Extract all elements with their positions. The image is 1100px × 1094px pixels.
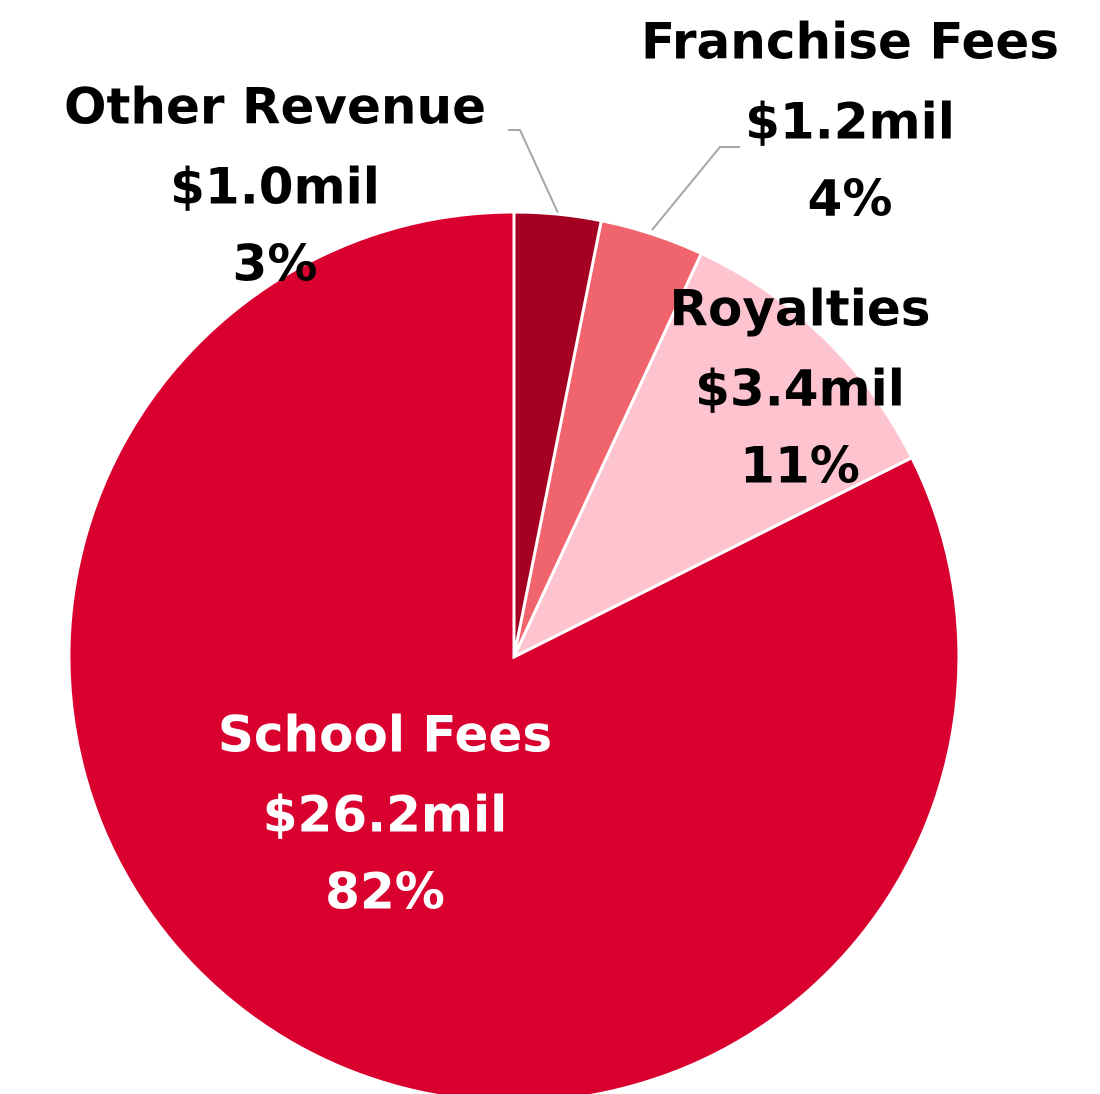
slice-label: Other Revenue — [64, 78, 486, 136]
percent-label: 82% — [325, 863, 445, 921]
value-label: $1.2mil — [745, 93, 955, 151]
slice-label: Royalties — [669, 280, 930, 338]
slice-label: Franchise Fees — [641, 13, 1059, 71]
slice-label: School Fees — [218, 706, 552, 764]
percent-label: 11% — [740, 437, 860, 495]
value-label: $3.4mil — [695, 360, 905, 418]
value-label: $26.2mil — [263, 786, 508, 844]
pie-slice — [67, 210, 961, 1094]
value-label: $1.0mil — [170, 158, 380, 216]
pie-slice — [510, 251, 914, 661]
leader-line — [508, 129, 559, 214]
percent-label: 4% — [808, 170, 893, 228]
percent-label: 3% — [233, 235, 318, 293]
leader-line — [651, 146, 740, 231]
